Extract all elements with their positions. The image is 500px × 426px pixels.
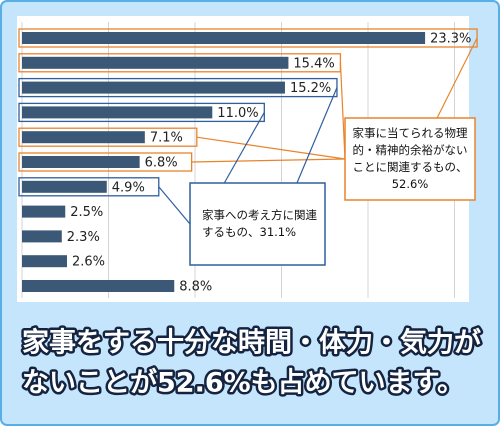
value-label: 8.8% xyxy=(179,280,212,295)
value-label: 11.0% xyxy=(217,106,258,121)
callout-box xyxy=(189,182,326,266)
callout-text: するもの、31.1% xyxy=(202,225,296,239)
value-label: 2.6% xyxy=(72,255,105,270)
value-label: 2.5% xyxy=(70,205,103,220)
value-label: 6.8% xyxy=(145,156,178,171)
bar xyxy=(22,131,145,144)
bar xyxy=(22,255,67,268)
leader-line xyxy=(339,62,346,160)
bar xyxy=(22,205,66,218)
value-label: 15.2% xyxy=(290,81,331,96)
bar xyxy=(22,32,426,44)
bar xyxy=(22,81,285,94)
callout-text: 52.6% xyxy=(392,177,429,191)
bar xyxy=(22,180,107,193)
value-label: 23.3% xyxy=(430,32,471,47)
bar xyxy=(22,106,213,119)
leader-line xyxy=(191,158,346,163)
leader-line xyxy=(223,112,265,184)
caption: ないことが52.6%も占めています。 xyxy=(22,367,464,399)
leader-line xyxy=(296,87,338,184)
leader-line xyxy=(158,186,191,225)
callout-text: 家事に当てられる物理 xyxy=(353,126,468,140)
callout-text: 家事への考え方に関連 xyxy=(202,208,317,222)
leader-line xyxy=(436,37,478,119)
callout-text: ことに関連するもの、 xyxy=(353,160,468,174)
bar xyxy=(22,56,289,69)
value-label: 7.1% xyxy=(150,131,183,146)
value-label: 2.3% xyxy=(67,230,100,245)
bar xyxy=(22,230,62,243)
callout-box xyxy=(344,117,476,201)
leader-line xyxy=(196,136,346,160)
value-label: 4.9% xyxy=(112,180,145,195)
callout-text: 的・精神的余裕がない xyxy=(353,143,468,157)
value-label: 15.4% xyxy=(293,56,334,71)
bar xyxy=(22,280,175,292)
bar xyxy=(22,156,140,168)
caption: 家事をする十分な時間・体力・気力が xyxy=(22,327,481,359)
